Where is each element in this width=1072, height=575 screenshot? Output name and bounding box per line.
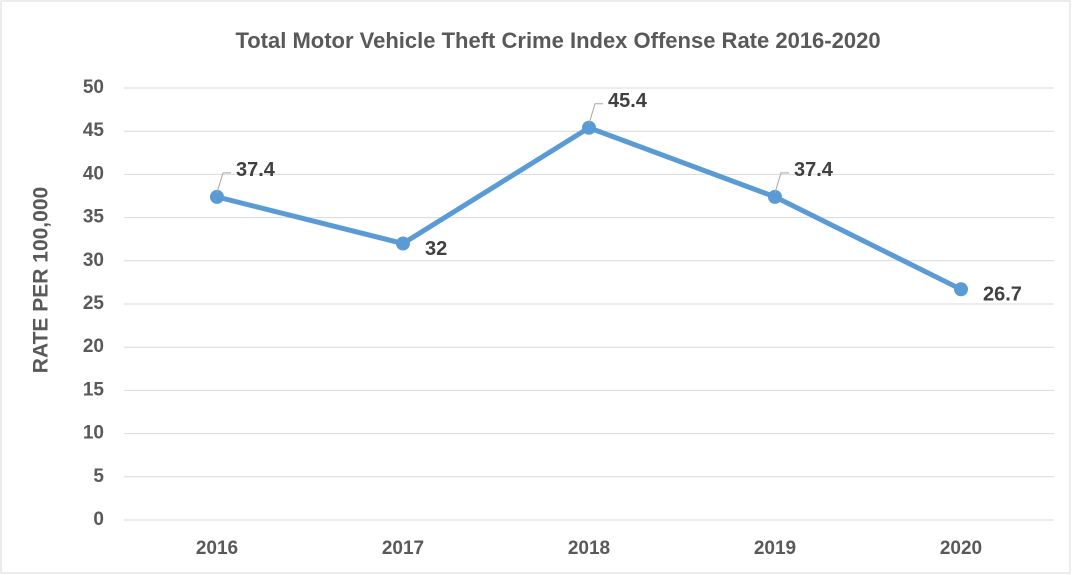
data-label: 37.4 [236, 159, 276, 181]
y-tick-label: 25 [83, 293, 105, 314]
x-tick-label: 2018 [568, 538, 610, 559]
data-label: 45.4 [608, 90, 648, 112]
y-tick-label: 40 [83, 163, 104, 184]
chart-title: Total Motor Vehicle Theft Crime Index Of… [235, 28, 880, 53]
x-tick-label: 2016 [196, 538, 238, 559]
leader-line [774, 172, 789, 194]
y-tick-label: 5 [93, 466, 104, 487]
leader-line [216, 172, 231, 194]
y-tick-label: 10 [83, 423, 104, 444]
y-tick-label: 20 [83, 336, 104, 357]
data-label: 32 [425, 238, 447, 260]
y-tick-label: 0 [93, 509, 104, 530]
x-tick-label: 2017 [382, 538, 424, 559]
y-tick-label: 30 [83, 250, 104, 271]
marker [954, 282, 968, 297]
marker [768, 189, 782, 204]
leader-line [588, 103, 603, 124]
marker [210, 189, 224, 204]
y-tick-label: 50 [83, 77, 104, 98]
y-tick-label: 45 [83, 120, 105, 141]
y-axis-label: RATE PER 100,000 [30, 187, 53, 373]
marker [582, 120, 596, 135]
data-label: 26.7 [983, 284, 1022, 306]
y-tick-label: 15 [83, 379, 105, 400]
x-tick-label: 2019 [754, 538, 796, 559]
marker [396, 236, 410, 251]
data-label: 37.4 [794, 159, 834, 181]
x-tick-label: 2020 [940, 538, 982, 559]
y-tick-label: 35 [83, 207, 105, 228]
